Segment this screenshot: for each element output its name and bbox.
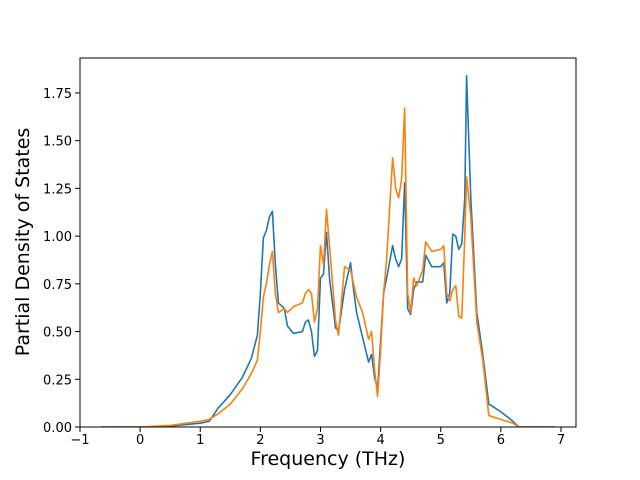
y-tick-label: 0.25 — [43, 373, 72, 388]
x-tick-label: −1 — [70, 433, 89, 448]
axes-frame — [79, 57, 577, 428]
x-axis-label: Frequency (THz) — [251, 448, 406, 470]
x-tick-label: 0 — [136, 433, 144, 448]
y-tick-label: 1.50 — [43, 135, 72, 150]
y-tick-label: 1.25 — [43, 182, 72, 197]
x-tick-label: 3 — [316, 433, 324, 448]
y-tick-label: 1.75 — [43, 87, 72, 102]
data-line — [101, 74, 555, 427]
y-axis-label: Partial Density of States — [12, 128, 34, 357]
y-tick-label: 0.75 — [43, 278, 72, 293]
y-tick-label: 0.50 — [43, 326, 72, 341]
x-tick-label: 4 — [376, 433, 384, 448]
x-tick-label: 5 — [437, 433, 445, 448]
y-tick-label: 1.00 — [43, 230, 72, 245]
x-tick-label: 2 — [256, 433, 264, 448]
x-tick-label: 6 — [497, 433, 505, 448]
y-tick-label: 0.00 — [43, 421, 72, 436]
data-line — [101, 107, 555, 427]
plot-area — [101, 74, 555, 427]
x-tick-label: 7 — [557, 433, 565, 448]
x-tick-label: 1 — [196, 433, 204, 448]
